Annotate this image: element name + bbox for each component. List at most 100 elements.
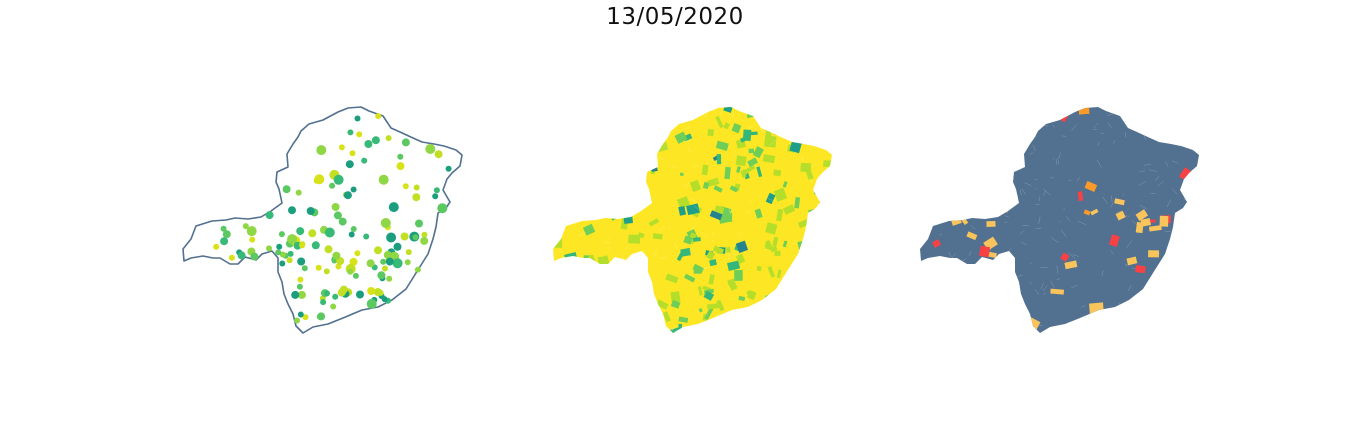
municipality-patch: [743, 338, 753, 342]
state-shape: [920, 107, 1199, 333]
municipality-border: [936, 280, 943, 285]
municipality-patch: [565, 114, 575, 123]
municipality-patch: [937, 284, 949, 290]
municipality-patch: [726, 260, 741, 271]
municipality-border: [624, 246, 628, 250]
municipality-border: [756, 304, 761, 309]
municipality-patch: [1090, 208, 1099, 216]
municipality-patch: [613, 270, 626, 283]
municipality-patch: [1148, 225, 1162, 232]
municipality-border: [1107, 122, 1112, 128]
case-point: [295, 189, 302, 196]
municipality-border: [684, 182, 689, 189]
case-point: [380, 258, 387, 265]
municipality-border: [1164, 230, 1171, 232]
municipality-border: [961, 153, 968, 161]
municipality-patch: [754, 208, 763, 219]
municipality-patch: [1137, 112, 1146, 119]
municipality-patch: [932, 143, 946, 155]
municipality-border: [615, 293, 617, 295]
municipality-border: [570, 255, 574, 261]
municipality-patch: [825, 175, 832, 188]
municipality-patch: [582, 265, 592, 279]
municipality-border: [920, 273, 927, 282]
municipality-patch: [606, 288, 621, 301]
municipality-patch: [553, 204, 564, 219]
municipality-border: [916, 314, 919, 322]
municipality-patch: [936, 107, 948, 117]
municipality-border: [767, 198, 773, 201]
municipality-patch: [1083, 209, 1091, 216]
municipality-border: [1171, 112, 1179, 116]
municipality-border: [683, 140, 691, 143]
municipality-patch: [568, 131, 578, 142]
municipality-patch: [602, 267, 611, 278]
case-point: [377, 289, 384, 296]
municipality-patch: [825, 312, 832, 319]
municipality-border: [1167, 132, 1176, 140]
municipality-border: [830, 289, 832, 294]
municipality-patch: [799, 270, 806, 282]
municipality-border: [957, 205, 959, 212]
municipality-border: [947, 301, 950, 309]
municipality-border: [584, 259, 588, 263]
case-point: [392, 258, 403, 269]
municipality-border: [690, 226, 695, 230]
municipality-patch: [609, 195, 615, 200]
municipality-patch: [652, 233, 663, 240]
municipality-patch: [679, 172, 684, 177]
municipality-border: [805, 219, 807, 222]
municipality-border: [688, 146, 691, 152]
municipality-border: [1139, 332, 1148, 333]
municipality-border: [1127, 303, 1134, 308]
municipality-border: [935, 160, 942, 167]
municipality-patch: [564, 211, 574, 219]
case-point: [332, 251, 341, 260]
municipality-patch: [735, 155, 747, 167]
municipality-patch: [716, 299, 725, 312]
municipality-patch: [611, 289, 618, 294]
municipality-patch: [731, 317, 737, 326]
municipality-border: [978, 139, 985, 147]
municipality-border: [1035, 227, 1042, 229]
municipality-border: [1060, 229, 1067, 238]
municipality-border: [1160, 325, 1165, 328]
municipality-border: [574, 119, 577, 123]
municipality-patch: [1077, 191, 1084, 202]
case-point: [288, 206, 296, 215]
case-point: [421, 231, 428, 238]
municipality-patch: [678, 206, 687, 216]
municipality-patch: [806, 120, 814, 130]
municipality-border: [1002, 163, 1010, 169]
case-point: [433, 187, 440, 194]
municipality-border: [920, 129, 921, 132]
case-point: [420, 236, 429, 245]
municipality-patch: [583, 206, 593, 219]
municipality-border: [1029, 152, 1034, 155]
municipality-patch: [765, 192, 776, 205]
risk-map: [916, 107, 1205, 333]
municipality-patch: [808, 208, 818, 220]
case-point: [383, 250, 392, 259]
municipality-border: [974, 291, 978, 300]
municipality-border: [1062, 135, 1067, 137]
municipality-patch: [1135, 265, 1146, 274]
municipality-border: [652, 250, 658, 258]
municipality-border: [1004, 215, 1009, 218]
municipality-patch: [788, 333, 801, 342]
case-point: [343, 191, 352, 200]
municipality-patch: [1135, 209, 1149, 222]
municipality-patch: [713, 185, 723, 193]
case-point: [374, 246, 382, 255]
municipality-border: [1139, 204, 1148, 210]
case-point: [364, 140, 373, 148]
municipality-border: [1157, 180, 1164, 187]
municipality-patch: [979, 245, 991, 258]
municipality-border: [564, 102, 567, 106]
municipality-patch: [1199, 276, 1205, 285]
municipality-patch: [786, 303, 797, 317]
case-point: [287, 250, 294, 257]
municipality-border: [953, 135, 959, 138]
case-point: [385, 135, 392, 142]
municipality-patch: [1159, 215, 1169, 227]
